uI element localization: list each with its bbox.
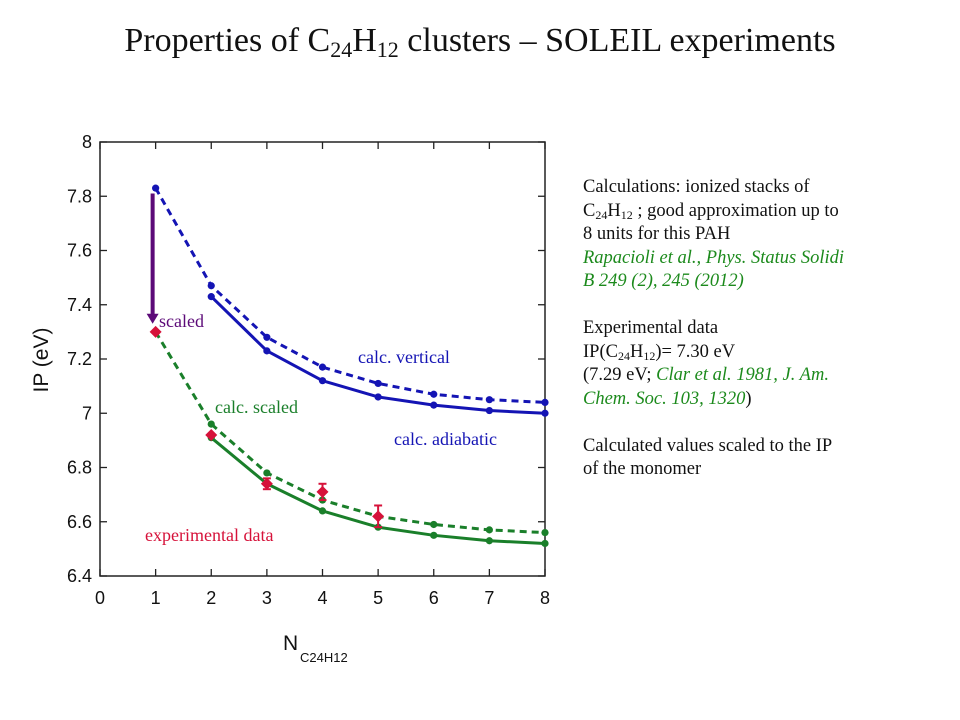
calc-note: Calculations: ionized stacks of C24H12 ;… <box>583 177 845 291</box>
series-point-2 <box>207 420 215 428</box>
notes-panel: Calculations: ionized stacks of C24H12 ;… <box>583 176 943 505</box>
y-axis-label: IP (eV) <box>30 328 53 393</box>
label-calc-adiabatic: calc. adiabatic <box>394 429 497 449</box>
label-experimental-data: experimental data <box>145 525 273 545</box>
x-tick-label: 5 <box>373 588 383 608</box>
series-point-2 <box>263 469 271 477</box>
experimental-note: Experimental data IP(C24H12)= 7.30 eV (7… <box>583 318 829 409</box>
series-point-0 <box>207 282 215 290</box>
series-point-0 <box>152 184 160 192</box>
series-point-0 <box>485 396 493 404</box>
label-calc-scaled: calc. scaled <box>215 397 298 417</box>
series-line-2 <box>154 331 546 535</box>
series-point-1 <box>485 406 493 415</box>
series-point-0 <box>541 398 549 406</box>
y-tick-label: 8 <box>82 132 92 152</box>
experimental-point <box>149 325 162 338</box>
x-tick-label: 8 <box>540 588 550 608</box>
series-point-3 <box>430 531 438 539</box>
series-point-1 <box>318 377 327 385</box>
x-tick-label: 3 <box>262 588 272 608</box>
series-point-1 <box>207 293 215 301</box>
series-point-1 <box>374 393 382 401</box>
scaled-arrow-head <box>146 313 159 324</box>
y-tick-label: 7.4 <box>67 295 92 315</box>
x-axis-label-subscript: C24H12 <box>300 650 348 665</box>
series-point-3 <box>541 539 549 548</box>
series-point-2 <box>485 526 493 534</box>
series-point-0 <box>263 333 271 341</box>
x-tick-label: 0 <box>95 588 105 608</box>
experimental-point <box>316 485 329 498</box>
reference-clar-cont: Chem. Soc. 103, 1320 <box>583 388 746 409</box>
series-point-0 <box>374 379 382 388</box>
y-tick-label: 7.2 <box>67 349 92 369</box>
y-tick-label: 6.4 <box>67 566 92 586</box>
y-tick-label: 7.6 <box>67 241 92 261</box>
experimental-point <box>205 428 218 441</box>
series-line-0 <box>154 187 546 404</box>
x-tick-label: 4 <box>317 588 327 608</box>
series-point-3 <box>485 537 493 545</box>
experimental-point <box>260 477 273 490</box>
experimental-point <box>372 510 385 523</box>
reference-rapacioli-cont: B 249 (2), 245 (2012) <box>583 271 744 291</box>
reference-rapacioli: Rapacioli et al., Phys. Status Solidi <box>583 247 845 268</box>
x-tick-label: 6 <box>429 588 439 608</box>
y-tick-label: 7.8 <box>67 186 92 206</box>
x-tick-label: 7 <box>484 588 494 608</box>
series-point-0 <box>318 363 327 371</box>
x-tick-label: 1 <box>151 588 161 608</box>
series-point-2 <box>430 520 438 529</box>
y-tick-label: 7 <box>82 403 92 423</box>
x-axis-label: N <box>283 632 298 655</box>
slide-title: Properties of C24H12 clusters – SOLEIL e… <box>124 22 836 62</box>
x-tick-label: 2 <box>206 588 216 608</box>
scaling-note: Calculated values scaled to the IP of th… <box>583 435 833 480</box>
series-point-1 <box>541 409 549 417</box>
series-point-1 <box>430 401 438 409</box>
label-scaled: scaled <box>159 311 204 331</box>
label-calc-vertical: calc. vertical <box>358 347 450 367</box>
series-point-2 <box>541 529 549 537</box>
series-point-3 <box>318 507 327 515</box>
series-point-1 <box>263 347 271 355</box>
reference-clar: Clar et al. 1981, J. Am. <box>656 365 829 385</box>
series-point-0 <box>430 390 438 398</box>
y-tick-label: 6.6 <box>67 512 92 532</box>
y-tick-label: 6.8 <box>67 458 92 478</box>
